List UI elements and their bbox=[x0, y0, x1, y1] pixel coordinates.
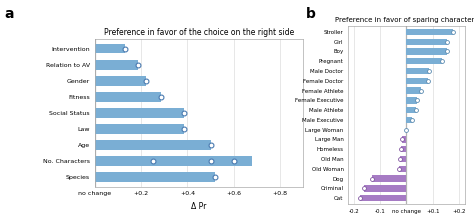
Bar bbox=[399, 166, 406, 172]
Bar bbox=[406, 97, 417, 104]
Bar bbox=[95, 156, 252, 166]
Bar bbox=[400, 156, 406, 162]
Bar bbox=[406, 29, 453, 35]
Bar bbox=[406, 68, 429, 74]
Bar bbox=[95, 108, 184, 118]
Bar bbox=[95, 140, 210, 150]
Bar bbox=[372, 175, 406, 182]
Bar bbox=[95, 60, 137, 69]
Text: b: b bbox=[306, 7, 316, 21]
Bar bbox=[95, 124, 184, 134]
X-axis label: Δ Pr: Δ Pr bbox=[191, 202, 207, 211]
Title: Preference in favor of sparing characters: Preference in favor of sparing character… bbox=[335, 17, 474, 23]
Bar bbox=[406, 48, 447, 55]
Bar bbox=[95, 92, 161, 102]
Bar bbox=[406, 78, 428, 84]
Bar bbox=[402, 136, 406, 143]
Bar bbox=[95, 172, 215, 182]
Bar bbox=[364, 185, 406, 192]
Bar bbox=[406, 87, 421, 94]
Bar bbox=[401, 146, 406, 152]
Bar bbox=[95, 44, 125, 54]
Bar bbox=[406, 58, 442, 64]
Bar bbox=[95, 76, 146, 85]
Bar bbox=[406, 38, 447, 45]
Title: Preference in favor of the choice on the right side: Preference in favor of the choice on the… bbox=[104, 28, 294, 37]
Bar bbox=[406, 107, 416, 113]
Text: a: a bbox=[5, 7, 14, 21]
Bar bbox=[406, 117, 412, 123]
Bar bbox=[360, 195, 406, 201]
